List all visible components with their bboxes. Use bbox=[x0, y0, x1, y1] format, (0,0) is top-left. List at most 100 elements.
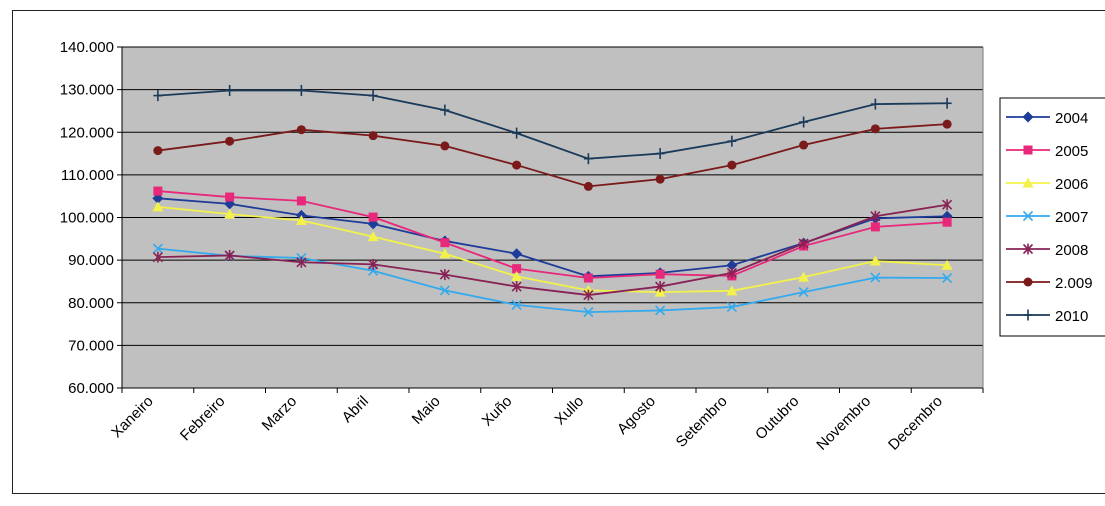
legend-item: 2.009 bbox=[1006, 275, 1093, 292]
data-point bbox=[583, 181, 593, 191]
y-tick-label: 60.000 bbox=[68, 380, 114, 397]
y-tick-label: 130.000 bbox=[60, 82, 114, 99]
data-point bbox=[511, 248, 523, 260]
data-point bbox=[583, 307, 594, 318]
y-tick-label: 140.000 bbox=[60, 39, 114, 56]
marker-stroke bbox=[583, 307, 594, 318]
data-point bbox=[726, 301, 737, 313]
legend-box bbox=[999, 97, 1105, 337]
data-point bbox=[368, 212, 378, 222]
legend-label: 2007 bbox=[1055, 209, 1088, 226]
marker-stroke bbox=[655, 305, 666, 316]
marker-stroke bbox=[798, 287, 809, 298]
legend-item: 2006 bbox=[1006, 176, 1088, 193]
data-point bbox=[512, 264, 522, 274]
x-tick-label: Febreiro bbox=[177, 393, 229, 445]
data-point bbox=[367, 231, 379, 242]
data-point bbox=[798, 287, 809, 298]
data-point bbox=[942, 272, 953, 284]
x-tick-label: Marzo bbox=[259, 393, 300, 434]
x-tick-label: Xullo bbox=[552, 393, 588, 429]
data-point bbox=[296, 256, 307, 268]
legend-item: 2005 bbox=[1006, 143, 1088, 160]
marker-stroke bbox=[152, 243, 163, 254]
data-point bbox=[152, 251, 163, 263]
data-point bbox=[511, 299, 522, 310]
legend-item: 2010 bbox=[1006, 308, 1088, 325]
data-point bbox=[583, 289, 594, 301]
data-point bbox=[869, 255, 881, 266]
data-point bbox=[439, 269, 450, 281]
data-point bbox=[655, 305, 666, 316]
legend-marker bbox=[1023, 277, 1033, 287]
y-tick-label: 80.000 bbox=[68, 295, 114, 312]
data-point bbox=[440, 238, 450, 248]
data-point bbox=[726, 285, 738, 296]
series-line bbox=[157, 205, 948, 293]
data-point bbox=[511, 281, 522, 293]
marker-stroke bbox=[870, 272, 881, 283]
data-point bbox=[942, 217, 952, 227]
data-point bbox=[439, 248, 451, 259]
data-point bbox=[439, 285, 450, 296]
data-point bbox=[368, 90, 378, 102]
x-tick-label: Abril bbox=[339, 393, 372, 426]
data-point bbox=[799, 116, 809, 128]
x-tick-label: Maio bbox=[409, 393, 444, 428]
data-point bbox=[655, 281, 666, 293]
data-point bbox=[726, 267, 737, 279]
marker-stroke bbox=[439, 285, 450, 296]
series-line bbox=[157, 190, 948, 279]
legend-marker bbox=[1023, 145, 1033, 155]
data-point bbox=[152, 243, 163, 254]
data-point bbox=[512, 160, 522, 170]
data-point bbox=[296, 196, 306, 206]
legend-item: 2004 bbox=[1006, 110, 1088, 127]
x-tick-label: Xaneiro bbox=[108, 393, 157, 442]
data-point bbox=[224, 208, 236, 219]
y-tick-label: 100.000 bbox=[60, 210, 114, 227]
data-point bbox=[583, 153, 593, 165]
data-point bbox=[799, 140, 809, 150]
data-point bbox=[225, 192, 235, 202]
data-point bbox=[296, 84, 306, 96]
data-point bbox=[368, 258, 379, 270]
data-point bbox=[798, 271, 810, 282]
legend-marker bbox=[1022, 177, 1034, 188]
data-point bbox=[870, 124, 880, 134]
data-point bbox=[152, 201, 164, 212]
data-point bbox=[153, 90, 163, 102]
data-point bbox=[726, 259, 738, 271]
data-point bbox=[870, 98, 880, 110]
marker-stroke bbox=[1022, 210, 1034, 222]
marker-stroke bbox=[726, 301, 737, 313]
data-point bbox=[511, 270, 523, 281]
y-tick-label: 120.000 bbox=[60, 124, 114, 141]
legend-item: 2007 bbox=[1006, 209, 1088, 226]
x-tick-label: Setembro bbox=[673, 393, 731, 451]
axes bbox=[121, 47, 984, 393]
x-tick-label: Novembro bbox=[813, 393, 874, 454]
legend-label: 2005 bbox=[1055, 143, 1088, 160]
data-point bbox=[870, 272, 881, 283]
legend-label: 2004 bbox=[1055, 110, 1088, 127]
data-point bbox=[942, 199, 953, 211]
data-point bbox=[870, 210, 881, 222]
data-point bbox=[295, 214, 307, 225]
data-point bbox=[870, 222, 880, 232]
series-group bbox=[152, 84, 953, 318]
data-point bbox=[942, 119, 952, 129]
x-tick-label: Outubro bbox=[752, 393, 802, 443]
legend-marker bbox=[1022, 210, 1034, 222]
data-point bbox=[798, 238, 809, 250]
data-point bbox=[655, 269, 665, 279]
legend-label: 2.009 bbox=[1055, 275, 1093, 292]
series-line bbox=[157, 247, 948, 314]
y-axis-tick-labels: 60.000 70.000 80.000 90.000 100.000 110.000 12… bbox=[60, 39, 114, 397]
data-point bbox=[153, 146, 163, 156]
data-point bbox=[941, 259, 953, 270]
series-2010 bbox=[153, 84, 952, 165]
y-tick-label: 110.000 bbox=[61, 167, 114, 184]
x-tick-label: Xuño bbox=[479, 393, 516, 430]
